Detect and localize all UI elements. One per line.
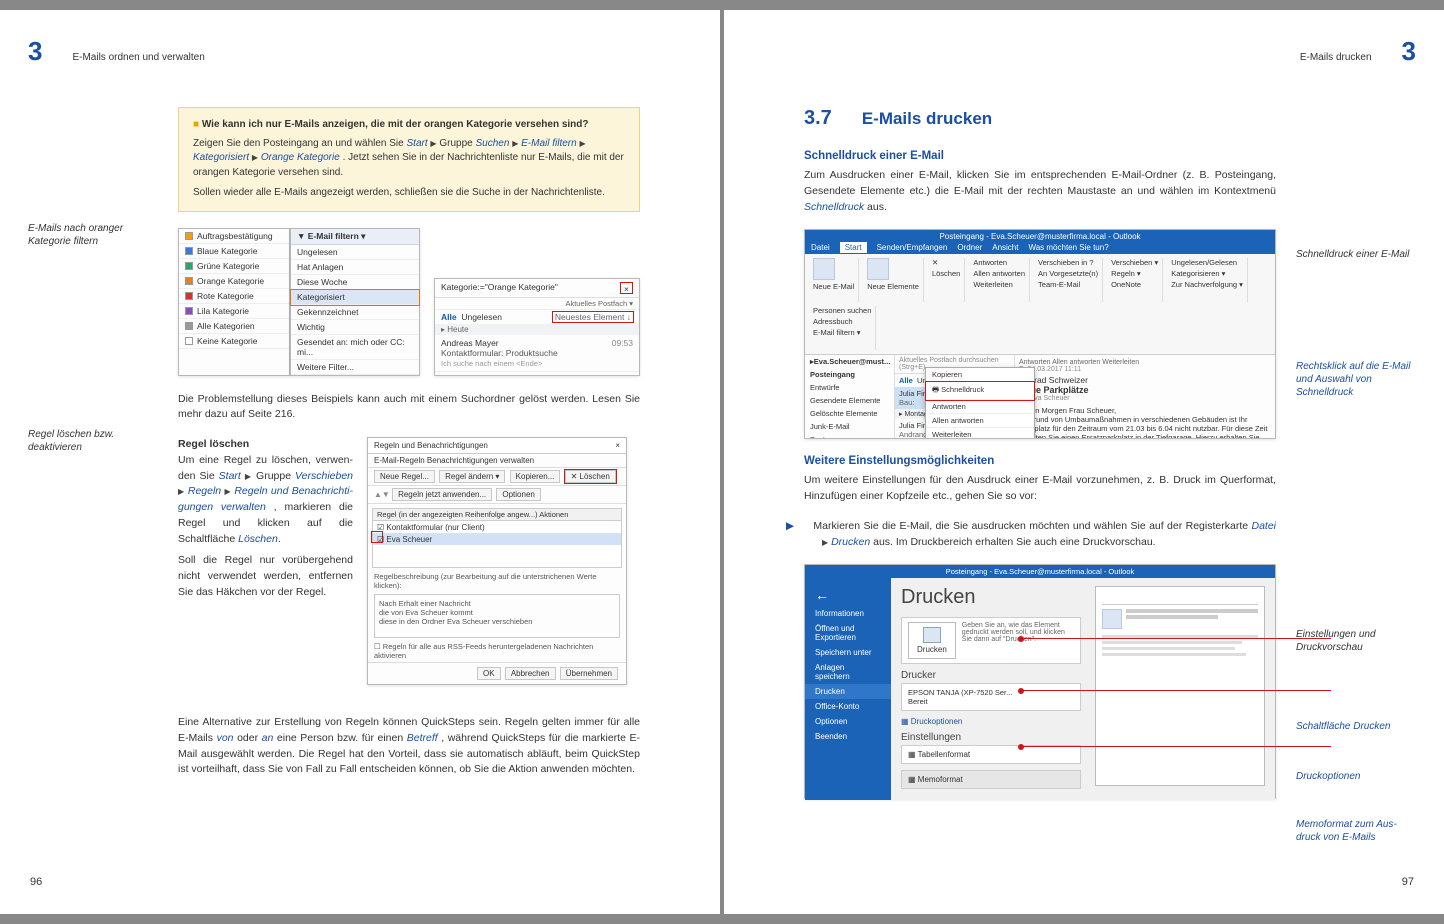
- tip-text2: Sollen wieder alle E-Mails angezeigt wer…: [193, 187, 605, 198]
- btn-delete-rule[interactable]: ✕ Löschen: [565, 470, 616, 483]
- margin-note-rule: Regel löschen bzw. deaktivieren: [28, 428, 158, 454]
- btn-ok[interactable]: OK: [477, 667, 501, 680]
- btn-new-rule[interactable]: Neue Regel...: [374, 470, 435, 483]
- folder-item[interactable]: Posteingang: [805, 368, 894, 381]
- category-submenu: AuftragsbestätigungBlaue KategorieGrüne …: [178, 228, 290, 376]
- margin-r1: Schnelldruck einer E-Mail: [1296, 248, 1416, 261]
- p-weitere: Um weitere Einstellungen für den Ausdruc…: [804, 473, 1276, 505]
- category-item[interactable]: Rote Kategorie: [179, 289, 289, 304]
- filter-item[interactable]: Gekennzeichnet: [291, 305, 419, 320]
- backstage-nav-item[interactable]: Optionen: [805, 714, 891, 729]
- backstage-nav-item[interactable]: Informationen: [805, 606, 891, 621]
- running-head-left: 3 E-Mails ordnen und verwalten: [28, 36, 640, 67]
- backstage-nav-item[interactable]: Anlagen speichern: [805, 660, 891, 684]
- ribbon-tab[interactable]: Start: [840, 242, 867, 253]
- filter-item[interactable]: Diese Woche: [291, 275, 419, 290]
- folder-item[interactable]: Gelöschte Elemente: [805, 407, 894, 420]
- btn-apply[interactable]: Übernehmen: [560, 667, 618, 680]
- running-title-r: E-Mails drucken: [1300, 52, 1372, 63]
- context-menu-item[interactable]: Antworten: [926, 400, 1034, 414]
- bullet1: ▶ Markieren Sie die E-Mail, die Sie ausd…: [804, 519, 1276, 551]
- backstage-nav-item[interactable]: Speichern unter: [805, 645, 891, 660]
- category-item[interactable]: Alle Kategorien: [179, 319, 289, 334]
- margin-r5: Druckoptionen: [1296, 770, 1416, 783]
- margin-r6: Memoformat zum Aus­druck von E-Mails: [1296, 818, 1416, 844]
- tip-question: Wie kann ich nur E-Mails anzeigen, die m…: [193, 118, 625, 133]
- running-head-right: E-Mails drucken 3: [804, 36, 1416, 67]
- folder-item[interactable]: Entwürfe: [805, 381, 894, 394]
- category-item[interactable]: Grüne Kategorie: [179, 259, 289, 274]
- category-item[interactable]: Blaue Kategorie: [179, 244, 289, 259]
- folder-item[interactable]: Junk-E-Mail: [805, 420, 894, 433]
- chapter-number-r: 3: [1402, 36, 1416, 67]
- context-menu-item[interactable]: Kopieren: [926, 368, 1034, 382]
- ribbon-tab[interactable]: Ordner: [957, 243, 982, 252]
- btn-edit-rule[interactable]: Regel ändern ▾: [439, 470, 505, 483]
- backstage-nav-item[interactable]: Beenden: [805, 729, 891, 744]
- margin-r3: Einstellungen und Druckvorschau: [1296, 628, 1416, 654]
- btn-cancel[interactable]: Abbrechen: [505, 667, 556, 680]
- backstage-nav-item[interactable]: Office-Konto: [805, 699, 891, 714]
- ribbon-tab[interactable]: Datei: [811, 243, 830, 252]
- filter-item[interactable]: Weitere Filter...: [291, 360, 419, 375]
- filter-screenshots: AuftragsbestätigungBlaue KategorieGrüne …: [178, 228, 640, 376]
- context-menu[interactable]: Kopieren🖶 SchnelldruckAntwortenAllen ant…: [925, 367, 1035, 439]
- print-button[interactable]: Drucken: [908, 622, 956, 659]
- print-backstage-shot: Posteingang - Eva.Scheuer@musterfirma.lo…: [804, 564, 1276, 799]
- page-right: E-Mails drucken 3 3.7 E-Mails drucken Sc…: [724, 10, 1444, 914]
- filter-item[interactable]: Wichtig: [291, 320, 419, 335]
- page-number-left: 96: [30, 876, 42, 888]
- printer-select[interactable]: EPSON TANJA (XP-7520 Ser... Bereit: [901, 683, 1081, 711]
- running-title: E-Mails ordnen und verwalten: [72, 52, 204, 63]
- context-menu-item[interactable]: Weiterleiten: [926, 428, 1034, 439]
- context-menu-item[interactable]: 🖶 Schnelldruck: [926, 382, 1034, 400]
- category-item[interactable]: Auftragsbestätigung: [179, 229, 289, 244]
- context-menu-item[interactable]: Allen antworten: [926, 414, 1034, 428]
- page-number-right: 97: [1402, 876, 1414, 888]
- p-schnelldruck: Zum Ausdrucken einer E-Mail, klicken Sie…: [804, 168, 1276, 215]
- filter-header: ▼ E-Mail filtern ▾: [291, 229, 419, 245]
- rules-dialog: Regeln und Benachrichtigungen× E-Mail-Re…: [367, 437, 627, 685]
- margin-r4: Schaltfläche Drucken: [1296, 720, 1416, 733]
- alt-text: Eine Alternative zur Erstellung von Rege…: [178, 715, 640, 778]
- backstage-nav-item[interactable]: Drucken: [805, 684, 891, 699]
- folder-item[interactable]: Gesendete Elemente: [805, 394, 894, 407]
- tip-box: Wie kann ich nur E-Mails anzeigen, die m…: [178, 107, 640, 212]
- filter-item[interactable]: Ungelesen: [291, 245, 419, 260]
- clear-search-x[interactable]: ×: [620, 282, 633, 294]
- section-heading: 3.7 E-Mails drucken: [804, 107, 1416, 130]
- page-left: 3 E-Mails ordnen und verwalten Wie kann …: [0, 10, 720, 914]
- ribbon-tab[interactable]: Senden/Empfangen: [877, 243, 948, 252]
- tip-text: Zeigen Sie den Posteingang an und wählen…: [193, 138, 624, 178]
- table-format[interactable]: ▦ Tabellenformat: [901, 745, 1081, 764]
- rule-delete-text: Regel löschen Um eine Regel zu löschen, …: [178, 437, 353, 685]
- message-list-mock: Kategorie:="Orange Kategorie" × Aktuelle…: [434, 278, 640, 376]
- ribbon-tab[interactable]: Ansicht: [992, 243, 1018, 252]
- heading-weitere: Weitere Einstellungsmöglichkeiten: [804, 455, 1276, 467]
- filter-item[interactable]: Hat Anlagen: [291, 260, 419, 275]
- folder-item[interactable]: Postausgang: [805, 433, 894, 439]
- filter-item[interactable]: Kategorisiert: [291, 290, 419, 305]
- memo-format[interactable]: ▦ Memoformat: [901, 770, 1081, 789]
- margin-note-filter: E-Mails nach oranger Kategorie filtern: [28, 222, 158, 248]
- filter-dropdown: ▼ E-Mail filtern ▾ UngelesenHat AnlagenD…: [290, 228, 420, 376]
- category-item[interactable]: Orange Kategorie: [179, 274, 289, 289]
- category-item[interactable]: Keine Kategorie: [179, 334, 289, 349]
- outlook-schnelldruck-shot: Posteingang - Eva.Scheuer@musterfirma.lo…: [804, 229, 1276, 439]
- chapter-number: 3: [28, 36, 42, 67]
- margin-r2: Rechtsklick auf die E-Mail und Auswahl v…: [1296, 360, 1416, 399]
- ribbon-tab[interactable]: Was möchten Sie tun?: [1028, 243, 1108, 252]
- backstage-nav-item[interactable]: Öffnen und Exportieren: [805, 621, 891, 645]
- heading-schnelldruck: Schnelldruck einer E-Mail: [804, 150, 1276, 162]
- filter-item[interactable]: Gesendet an: mich oder CC: mi...: [291, 335, 419, 360]
- after-filter-text: Die Problemstellung dieses Beispiels kan…: [178, 392, 640, 424]
- category-item[interactable]: Lila Kategorie: [179, 304, 289, 319]
- btn-copy-rule[interactable]: Kopieren...: [510, 470, 561, 483]
